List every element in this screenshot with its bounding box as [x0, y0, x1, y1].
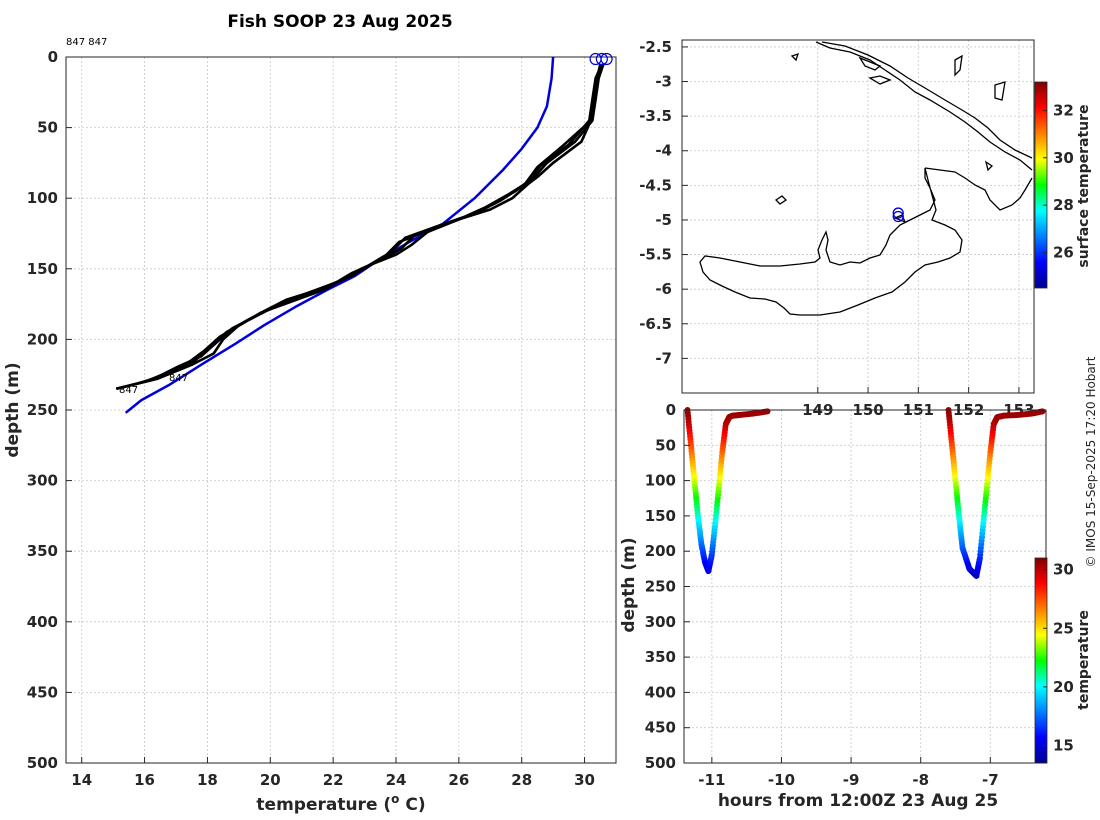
section-ytick-label: 450 — [645, 719, 676, 737]
temperature-colorbar-label: temperature — [1076, 610, 1092, 710]
profile-ytick-label: 100 — [27, 189, 58, 207]
profile-xtick-label: 24 — [386, 771, 407, 789]
section-ytick-label: 250 — [645, 578, 676, 596]
profile-line — [115, 63, 602, 391]
profile-xtick-label: 16 — [134, 771, 155, 789]
climatology-line — [124, 56, 555, 414]
map-ytick-label: -6.5 — [639, 315, 672, 333]
profile-xtick-label: 18 — [197, 771, 218, 789]
colorbar-tick-label: 15 — [1053, 736, 1074, 754]
top-labels: 847 847 — [66, 37, 107, 48]
map-ytick-label: -3.5 — [639, 107, 672, 125]
temperature-colorbar — [1034, 557, 1048, 764]
section-ytick-label: 300 — [645, 613, 676, 631]
credit-text: © IMOS 15-Sep-2025 17:20 Hobart — [1084, 356, 1098, 567]
profile-line — [115, 63, 605, 391]
profile-ytick-label: 300 — [27, 472, 58, 490]
profile-ytick-label: 350 — [27, 542, 58, 560]
colorbar-tick-label: 30 — [1053, 561, 1074, 579]
profile-xtick-label: 30 — [574, 771, 595, 789]
colorbar-tick-label: 28 — [1053, 196, 1074, 214]
surface-marker — [600, 52, 613, 66]
coastline — [699, 41, 1033, 316]
map-ytick-label: -2.5 — [639, 38, 672, 56]
profile-axes-frame — [65, 56, 617, 764]
colorbar-tick-label: 30 — [1053, 149, 1074, 167]
section-ytick-label: 200 — [645, 542, 676, 560]
section-point — [764, 408, 771, 415]
section-xtick-label: -11 — [698, 771, 725, 789]
profile-ylabel: depth (m) — [3, 362, 23, 457]
cast-location — [892, 210, 904, 223]
section-xtick-label: -8 — [912, 771, 929, 789]
section-ytick-label: 400 — [645, 683, 676, 701]
cast-location — [892, 207, 904, 219]
section-ytick-label: 150 — [645, 507, 676, 525]
section-xtick-label: -7 — [982, 771, 999, 789]
map-ytick-label: -5 — [655, 211, 672, 229]
map-axes-frame — [681, 39, 1035, 394]
section-panel: 0 50 100 150 200 250 300 350 400 450 500 -11 -10 -9 -8… — [619, 401, 1092, 811]
section-ylabel: depth (m) — [619, 537, 639, 632]
surface-temperature-colorbar-label: surface temperature — [1076, 104, 1092, 267]
figure-title: Fish SOOP 23 Aug 2025 — [227, 12, 452, 32]
profile-line — [115, 63, 605, 391]
map-ytick-label: -3 — [655, 73, 672, 91]
profile-ytick-label: 150 — [27, 260, 58, 278]
map-ytick-label: -7 — [655, 349, 672, 367]
end-label-2: 847 — [169, 373, 188, 384]
surface-marker — [589, 52, 602, 66]
profile-ytick-label: 50 — [37, 119, 58, 137]
surface-temperature-colorbar — [1034, 81, 1048, 289]
section-ytick-label: 100 — [645, 472, 676, 490]
end-label-1: 847 — [119, 385, 138, 396]
profile-xtick-label: 28 — [511, 771, 532, 789]
colorbar-tick-label: 25 — [1053, 619, 1074, 637]
profile-xlabel: temperature (o C) — [256, 792, 425, 815]
profile-ytick-label: 400 — [27, 613, 58, 631]
profile-ytick-label: 0 — [48, 48, 58, 66]
map-ytick-label: -4 — [655, 142, 672, 160]
surface-marker — [595, 52, 608, 66]
profile-xtick-label: 22 — [323, 771, 344, 789]
section-xlabel: hours from 12:00Z 23 Aug 25 — [718, 791, 998, 811]
colorbar-tick-label: 20 — [1053, 678, 1074, 696]
profile-ytick-label: 450 — [27, 683, 58, 701]
section-ytick-label: 0 — [666, 401, 676, 419]
profile-panel: 14 16 18 20 22 24 26 28 300501001502002503003504… — [3, 37, 617, 815]
map-ytick-label: -5.5 — [639, 246, 672, 264]
colorbar-tick-label: 32 — [1053, 101, 1074, 119]
section-ytick-label: 350 — [645, 648, 676, 666]
map-ytick-label: -6 — [655, 280, 672, 298]
profile-xtick-label: 14 — [71, 771, 92, 789]
section-point — [1039, 408, 1046, 415]
profile-ytick-label: 500 — [27, 754, 58, 772]
profile-xtick-label: 26 — [448, 771, 469, 789]
profile-ytick-label: 200 — [27, 330, 58, 348]
section-xtick-label: -10 — [768, 771, 795, 789]
section-ytick-label: 500 — [645, 754, 676, 772]
colorbar-tick-label: 26 — [1053, 243, 1074, 261]
profile-line — [115, 63, 604, 391]
section-xtick-label: -9 — [843, 771, 860, 789]
section-ytick-label: 50 — [655, 436, 676, 454]
map-ytick-label: -4.5 — [639, 176, 672, 194]
profile-ytick-label: 250 — [27, 401, 58, 419]
profile-xtick-label: 20 — [260, 771, 281, 789]
